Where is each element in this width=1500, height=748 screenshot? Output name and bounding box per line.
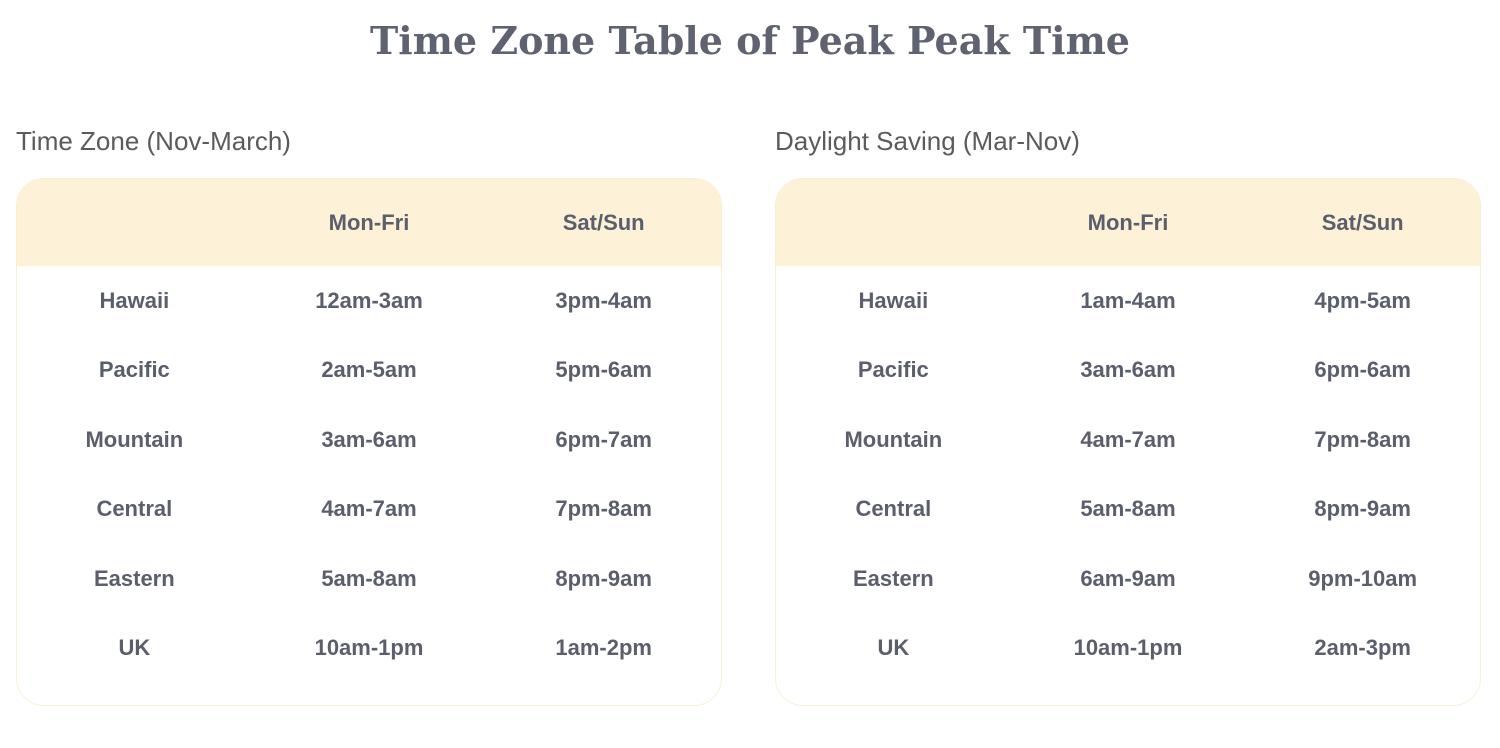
table-caption: Time Zone (Nov-March) bbox=[16, 126, 291, 156]
table-caption: Daylight Saving (Mar-Nov) bbox=[775, 126, 1080, 156]
table-cell: 3am-6am bbox=[1080, 357, 1176, 383]
table-cell: 1am-4am bbox=[1080, 287, 1176, 313]
table-cell: 5pm-6am bbox=[555, 357, 652, 383]
table-row: Mountain 4am-7am 7pm-8am bbox=[776, 405, 1480, 475]
row-label: Mountain bbox=[85, 426, 184, 452]
table-cell: 4am-7am bbox=[321, 496, 417, 522]
table-cell: 7pm-8am bbox=[555, 496, 652, 522]
header-cell bbox=[17, 179, 252, 266]
table-row: UK 10am-1pm 2am-3pm bbox=[776, 614, 1480, 684]
table: Mon-Fri Sat/Sun Hawaii 12am-3am 3pm-4am Pacif… bbox=[16, 178, 722, 706]
row-label: Pacific bbox=[98, 357, 170, 383]
table-row: Central 4am-7am 7pm-8am bbox=[17, 475, 721, 545]
table-row: Eastern 6am-9am 9pm-10am bbox=[776, 544, 1480, 614]
table-cell: 10am-1pm bbox=[314, 635, 424, 661]
table-row: Hawaii 1am-4am 4pm-5am bbox=[776, 266, 1480, 336]
row-label: Hawaii bbox=[858, 287, 929, 313]
table-section: Time Zone (Nov-March) Mon-Fri Sat/Sun Hawai… bbox=[16, 120, 722, 706]
table-row: Eastern 5am-8am 8pm-9am bbox=[17, 544, 721, 614]
header-cell bbox=[776, 179, 1011, 266]
table-cell: 4am-7am bbox=[1080, 426, 1176, 452]
header-cell: Sat/Sun bbox=[1321, 209, 1404, 235]
table-row: Mountain 3am-6am 6pm-7am bbox=[17, 405, 721, 475]
row-label: Central bbox=[96, 496, 173, 522]
table-cell: 4pm-5am bbox=[1314, 287, 1411, 313]
page-title: Time Zone Table of Peak Peak Time bbox=[370, 18, 1130, 63]
table-body: Hawaii 12am-3am 3pm-4am Pacific 2am-5am 5pm-6… bbox=[17, 266, 721, 683]
table-cell: 5am-8am bbox=[321, 565, 417, 591]
table-body: Hawaii 1am-4am 4pm-5am Pacific 3am-6am 6pm-6a… bbox=[776, 266, 1480, 683]
table: Mon-Fri Sat/Sun Hawaii 1am-4am 4pm-5am Pacifi… bbox=[775, 178, 1481, 706]
row-label: Pacific bbox=[857, 357, 929, 383]
table-row: Hawaii 12am-3am 3pm-4am bbox=[17, 266, 721, 336]
header-row: Mon-Fri Sat/Sun bbox=[17, 179, 721, 266]
table-cell: 2am-5am bbox=[321, 357, 417, 383]
row-label: Hawaii bbox=[99, 287, 170, 313]
table-cell: 7pm-8am bbox=[1314, 426, 1411, 452]
table-cell: 10am-1pm bbox=[1073, 635, 1183, 661]
table-cell: 3pm-4am bbox=[555, 287, 652, 313]
row-label: Mountain bbox=[844, 426, 943, 452]
table-cell: 8pm-9am bbox=[1314, 496, 1411, 522]
table-row: Pacific 2am-5am 5pm-6am bbox=[17, 336, 721, 406]
table-cell: 3am-6am bbox=[321, 426, 417, 452]
row-label: UK bbox=[118, 635, 151, 661]
row-label: Eastern bbox=[852, 565, 934, 591]
table-section: Daylight Saving (Mar-Nov) Mon-Fri Sat/Sun H… bbox=[775, 120, 1481, 706]
table-cell: 8pm-9am bbox=[555, 565, 652, 591]
header-cell: Mon-Fri bbox=[328, 209, 410, 235]
row-label: UK bbox=[877, 635, 910, 661]
table-cell: 6am-9am bbox=[1080, 565, 1176, 591]
table-cell: 6pm-6am bbox=[1314, 357, 1411, 383]
table-cell: 1am-2pm bbox=[555, 635, 652, 661]
table-row: UK 10am-1pm 1am-2pm bbox=[17, 614, 721, 684]
header-cell: Sat/Sun bbox=[562, 209, 645, 235]
table-cell: 9pm-10am bbox=[1308, 565, 1418, 591]
row-label: Central bbox=[855, 496, 932, 522]
table-cell: 12am-3am bbox=[315, 287, 423, 313]
table-cell: 2am-3pm bbox=[1314, 635, 1411, 661]
table-cell: 5am-8am bbox=[1080, 496, 1176, 522]
table-row: Central 5am-8am 8pm-9am bbox=[776, 475, 1480, 545]
header-cell: Mon-Fri bbox=[1087, 209, 1169, 235]
row-label: Eastern bbox=[93, 565, 175, 591]
table-cell: 6pm-7am bbox=[555, 426, 652, 452]
table-row: Pacific 3am-6am 6pm-6am bbox=[776, 336, 1480, 406]
header-row: Mon-Fri Sat/Sun bbox=[776, 179, 1480, 266]
